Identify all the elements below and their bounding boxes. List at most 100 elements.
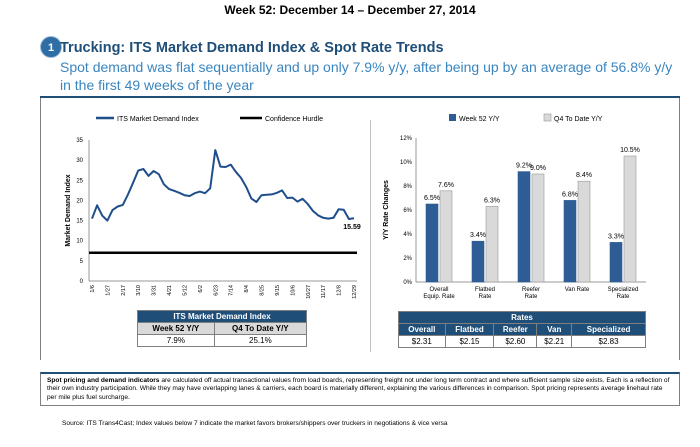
legend-week52-swatch <box>449 114 456 121</box>
q4-to-date-bar <box>531 173 545 283</box>
bar-value-label: 6.8% <box>562 191 578 198</box>
line-chart-x-tick-label: 12/8 <box>337 285 343 296</box>
chart-divider <box>370 120 371 352</box>
line-chart-x-tick-label: 7/14 <box>229 285 235 296</box>
bar-chart-y-tick-label: 0% <box>403 280 412 286</box>
rates-table-cell: $2.15 <box>444 335 495 348</box>
bar-category-label: Rate <box>479 294 492 300</box>
bar-chart-y-tick-label: 10% <box>400 160 413 166</box>
bar-chart-y-tick-label: 12% <box>400 136 413 142</box>
index-table-cell: 25.1% <box>213 334 308 347</box>
q4-to-date-bar <box>623 155 637 283</box>
bar-category-label: Flatbed <box>475 287 495 293</box>
week52-bar <box>563 200 577 283</box>
week52-bar <box>425 203 439 283</box>
line-chart-x-tick-label: 6/23 <box>213 285 219 296</box>
week52-bar <box>609 242 623 283</box>
q4-to-date-bar <box>439 190 453 283</box>
legend-q4-label: Q4 To Date Y/Y <box>554 116 603 123</box>
bar-value-label: 3.4% <box>470 232 486 239</box>
line-chart-y-tick-label: 15 <box>76 219 83 225</box>
index-table: ITS Market Demand Index Week 52 Y/Y Q4 T… <box>137 310 308 347</box>
page-title: Trucking: ITS Market Demand Index & Spot… <box>60 40 444 56</box>
line-chart-x-tick-label: 11/17 <box>321 285 327 298</box>
rates-table-header: Flatbed <box>444 323 495 336</box>
line-chart-y-tick-label: 10 <box>76 239 83 245</box>
line-chart-x-tick-label: 6/2 <box>198 285 204 293</box>
line-chart-x-tick-label: 8/25 <box>260 285 266 296</box>
q4-to-date-bar <box>577 180 591 283</box>
rates-table: Rates Overall Flatbed Reefer Van Special… <box>398 311 646 348</box>
line-chart-x-tick-label: 1/6 <box>90 285 96 293</box>
line-chart-x-tick-label: 9/15 <box>275 285 281 296</box>
bar-value-label: 10.5% <box>620 147 640 154</box>
line-chart-x-tick-label: 2/17 <box>121 285 127 296</box>
source-note: Source: ITS Trans4Cast; Index values bel… <box>62 420 448 427</box>
line-end-value-label: 15.59 <box>343 224 361 231</box>
bar-chart-y-axis-title: Y/Y Rate Changes <box>383 180 390 240</box>
line-chart-y-axis-title: Market Demand Index <box>65 174 72 246</box>
line-chart-x-tick-label: 1/27 <box>105 285 111 296</box>
index-table-title: ITS Market Demand Index <box>137 310 307 323</box>
legend-index-label: ITS Market Demand Index <box>117 116 199 123</box>
index-table-header: Week 52 Y/Y <box>137 322 215 335</box>
line-chart-x-tick-label: 10/6 <box>290 285 296 296</box>
line-chart-x-tick-label: 3/10 <box>136 285 142 296</box>
bar-chart-y-tick-label: 8% <box>403 184 412 190</box>
bar-value-label: 3.3% <box>608 233 624 240</box>
notes-box: Spot pricing and demand indicators are c… <box>40 372 680 406</box>
legend-hurdle-label: Confidence Hurdle <box>265 116 323 123</box>
line-chart-x-tick-label: 5/12 <box>182 285 188 296</box>
page-subtitle: Spot demand was flat sequentially and up… <box>60 59 673 93</box>
line-chart-x-tick-label: 12/29 <box>352 285 358 299</box>
notes-bold-lead: Spot pricing and demand indicators <box>47 377 160 384</box>
rates-table-header: Reefer <box>493 323 538 336</box>
rates-table-cell: $2.83 <box>571 335 646 348</box>
notes-text: are calculated off actual transactional … <box>47 377 670 401</box>
rates-table-title: Rates <box>398 311 646 324</box>
bar-category-label: Reefer <box>522 287 540 293</box>
bar-category-label: Van Rate <box>565 287 590 293</box>
legend-q4-swatch <box>543 113 552 122</box>
rates-table-header: Specialized <box>571 323 646 336</box>
line-chart-x-tick-label: 10/27 <box>306 285 312 299</box>
title-rule <box>40 96 680 98</box>
bar-category-label: Specialized <box>608 287 639 293</box>
line-chart-y-tick-label: 20 <box>76 198 83 204</box>
rates-table-cell: $2.60 <box>493 335 538 348</box>
line-chart-y-tick-label: 35 <box>76 138 83 144</box>
bar-value-label: 8.4% <box>576 172 592 179</box>
bar-category-label: Rate <box>617 294 630 300</box>
index-table-cell: 7.9% <box>137 334 215 347</box>
bar-value-label: 7.6% <box>438 182 454 189</box>
line-chart-x-tick-label: 4/21 <box>167 285 173 296</box>
week52-bar <box>471 240 485 283</box>
bar-value-label: 6.5% <box>424 195 440 202</box>
bar-category-label: Rate <box>525 294 538 300</box>
line-chart-x-tick-label: 3/31 <box>152 285 158 296</box>
rates-table-cell: $2.21 <box>536 335 573 348</box>
week-header: Week 52: December 14 – December 27, 2014 <box>224 3 476 17</box>
market-demand-index-line <box>91 149 355 222</box>
content-frame <box>40 98 680 360</box>
week52-bar <box>517 171 531 283</box>
rates-table-header: Overall <box>398 323 446 336</box>
bar-chart-y-tick-label: 4% <box>403 232 412 238</box>
bar-chart-y-tick-label: 2% <box>403 256 412 262</box>
rates-table-header: Van <box>536 323 573 336</box>
bar-chart-y-tick-label: 6% <box>403 208 412 214</box>
charts-canvas: 0 5 10 15 20 25 30 35 1/6 1/27 2/17 3/10 3/31 4/21 5/1… <box>65 113 646 300</box>
rates-table-cell: $2.31 <box>398 335 446 348</box>
q4-to-date-bar <box>485 206 499 283</box>
legend-week52-label: Week 52 Y/Y <box>459 116 500 123</box>
line-chart-y-tick-label: 0 <box>80 279 84 285</box>
line-chart-y-tick-label: 5 <box>80 259 84 265</box>
index-table-header: Q4 To Date Y/Y <box>213 322 308 335</box>
line-chart-y-tick-label: 25 <box>76 178 83 184</box>
line-chart-y-tick-label: 30 <box>76 158 83 164</box>
line-chart-x-tick-label: 8/4 <box>244 285 250 293</box>
bar-category-label: Equip. Rate <box>423 294 455 300</box>
bar-value-label: 6.3% <box>484 197 500 204</box>
bar-value-label: 9.0% <box>530 165 546 172</box>
bar-value-label: 9.2% <box>516 163 532 170</box>
